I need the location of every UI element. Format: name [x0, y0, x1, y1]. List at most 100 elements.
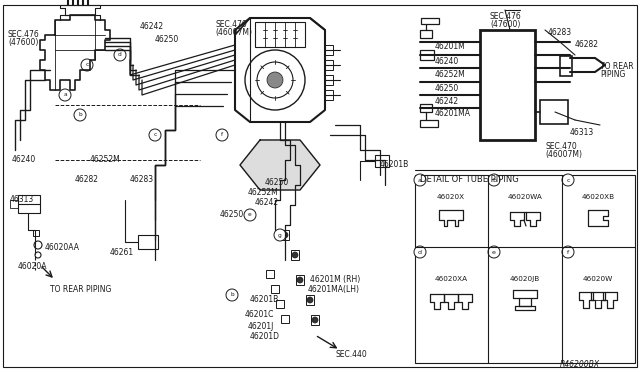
Text: 46313: 46313 [570, 128, 595, 137]
Text: 46282: 46282 [75, 175, 99, 184]
Bar [281, 230, 289, 240]
Text: a: a [63, 93, 67, 97]
Circle shape [488, 246, 500, 258]
Bar [281, 315, 289, 323]
Bar [421, 18, 439, 24]
Text: 46020JB: 46020JB [510, 276, 540, 282]
Bar [420, 30, 432, 38]
Text: SEC.476: SEC.476 [490, 12, 522, 21]
Circle shape [488, 174, 500, 186]
Bar [325, 75, 333, 85]
Text: (47600): (47600) [8, 38, 38, 47]
Circle shape [297, 277, 303, 283]
Circle shape [226, 289, 238, 301]
Text: b: b [78, 112, 82, 118]
Circle shape [562, 246, 574, 258]
Text: 46250: 46250 [265, 178, 289, 187]
Bar [415, 175, 635, 363]
Bar [271, 285, 279, 293]
Bar [18, 195, 40, 213]
Bar [266, 270, 274, 278]
Text: 46201B: 46201B [250, 295, 279, 304]
Text: d: d [118, 52, 122, 58]
Text: SEC.470: SEC.470 [545, 142, 577, 151]
Bar [10, 200, 18, 208]
Bar [291, 250, 299, 260]
Text: b: b [230, 292, 234, 298]
Text: 46020XA: 46020XA [435, 276, 468, 282]
Text: 46020XB: 46020XB [581, 194, 614, 200]
Text: 46201J: 46201J [248, 322, 275, 331]
Text: 46252M: 46252M [435, 70, 466, 79]
Text: 46250: 46250 [155, 35, 179, 44]
Text: 46313: 46313 [10, 195, 35, 204]
Text: g: g [278, 232, 282, 237]
Text: 46020X: 46020X [437, 194, 465, 200]
Text: 46252M: 46252M [248, 188, 279, 197]
Text: e: e [248, 212, 252, 218]
Text: 46020AA: 46020AA [45, 243, 80, 252]
Circle shape [414, 174, 426, 186]
Text: (46007M): (46007M) [215, 28, 252, 37]
Text: 46240: 46240 [435, 57, 460, 66]
Text: a: a [418, 177, 422, 183]
Bar [560, 56, 572, 76]
Circle shape [312, 317, 318, 323]
Circle shape [267, 72, 283, 88]
Bar [325, 90, 333, 100]
Circle shape [307, 297, 313, 303]
Text: 46283: 46283 [548, 28, 572, 37]
Text: 46201MA(LH): 46201MA(LH) [308, 285, 360, 294]
Bar [325, 45, 333, 55]
Bar [276, 300, 284, 308]
Circle shape [282, 232, 288, 238]
Text: 46201M (RH): 46201M (RH) [310, 275, 360, 284]
Text: 46201D: 46201D [250, 332, 280, 341]
Polygon shape [240, 140, 320, 190]
Text: 46020WA: 46020WA [508, 194, 543, 200]
Bar [296, 275, 304, 285]
Text: PIPING: PIPING [600, 70, 625, 79]
Text: 46201M: 46201M [435, 42, 466, 51]
Bar [311, 315, 319, 325]
Text: d: d [418, 250, 422, 254]
Bar [540, 100, 568, 124]
Bar [480, 30, 535, 140]
Text: 46240: 46240 [12, 155, 36, 164]
Text: c: c [566, 177, 570, 183]
Text: 46020W: 46020W [583, 276, 613, 282]
Text: 46242: 46242 [435, 97, 459, 106]
Text: c: c [154, 132, 157, 138]
Text: 46201C: 46201C [245, 310, 275, 319]
Circle shape [149, 129, 161, 141]
Text: f: f [221, 132, 223, 138]
Bar [138, 235, 158, 249]
Bar [420, 104, 432, 112]
Circle shape [216, 129, 228, 141]
Text: (47600): (47600) [490, 20, 520, 29]
Circle shape [59, 89, 71, 101]
Bar [325, 60, 333, 70]
Text: f: f [567, 250, 569, 254]
Circle shape [292, 252, 298, 258]
Text: 46250: 46250 [220, 210, 244, 219]
Text: SEC.440: SEC.440 [335, 350, 367, 359]
Text: 46261: 46261 [110, 248, 134, 257]
Bar [375, 155, 389, 167]
Circle shape [562, 174, 574, 186]
Circle shape [414, 246, 426, 258]
Circle shape [81, 59, 93, 71]
Bar [420, 50, 434, 60]
Text: 46252M: 46252M [90, 155, 121, 164]
Text: 46283: 46283 [130, 175, 154, 184]
Text: b: b [492, 177, 496, 183]
Circle shape [274, 229, 286, 241]
Text: 46242: 46242 [255, 198, 279, 207]
Text: (46007M): (46007M) [545, 150, 582, 159]
Text: 46242: 46242 [140, 22, 164, 31]
Bar [33, 230, 39, 236]
Circle shape [244, 209, 256, 221]
Text: 46201B: 46201B [380, 160, 409, 169]
Circle shape [114, 49, 126, 61]
Text: SEC.470: SEC.470 [215, 20, 247, 29]
